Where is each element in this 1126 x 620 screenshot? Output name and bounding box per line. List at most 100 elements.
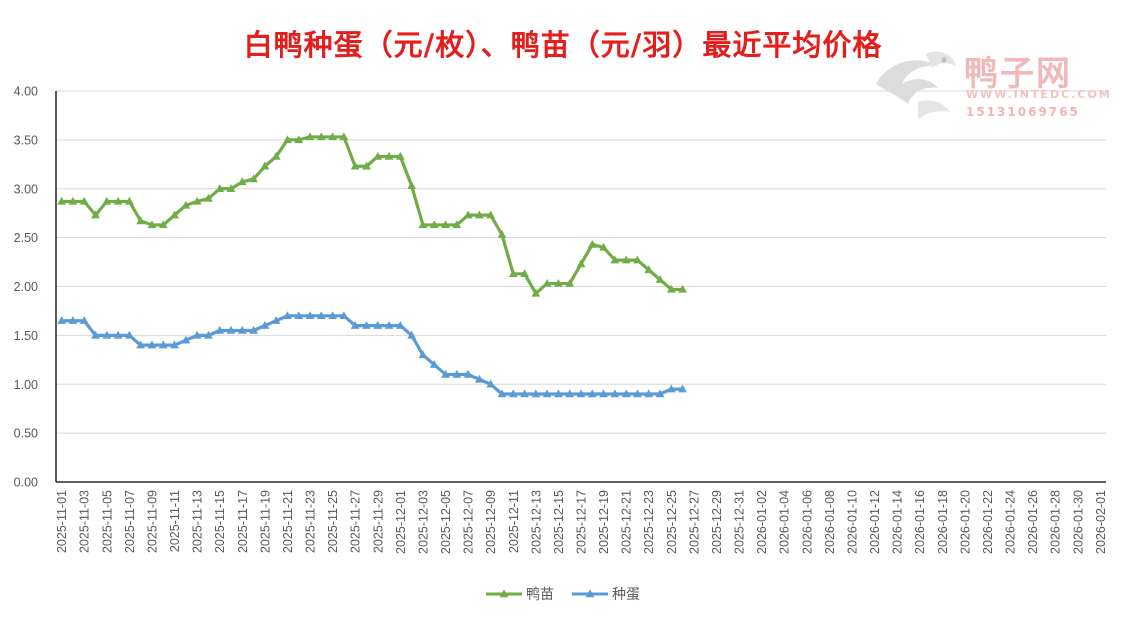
data-point [452,369,462,378]
data-point [373,151,383,160]
y-tick-label: 3.00 [14,182,38,196]
data-point [226,184,236,192]
data-point [57,196,67,205]
data-point [339,311,349,320]
data-point [362,161,371,170]
x-tick-label: 2026-01-28 [1049,490,1063,554]
data-point [316,132,326,141]
data-point [91,330,100,339]
x-tick-label: 2026-01-30 [1071,490,1085,554]
data-point [666,384,676,393]
x-tick-label: 2026-01-16 [913,490,927,554]
duck-logo-icon [876,51,956,120]
data-point [678,384,687,393]
data-point [294,135,304,144]
y-tick-label: 0.00 [14,476,38,490]
data-point [395,321,405,329]
data-point [520,389,529,398]
x-tick-label: 2025-11-19 [258,490,272,553]
x-tick-label: 2025-11-23 [304,490,318,553]
x-tick-label: 2025-12-15 [552,490,566,554]
x-tick-label: 2025-11-27 [349,490,363,553]
x-tick-label: 2025-11-17 [236,490,250,553]
data-point [418,350,428,359]
data-point [102,330,112,339]
data-point [666,284,676,293]
x-tick-label: 2025-12-31 [733,490,747,554]
data-point [587,239,597,248]
data-point [136,340,146,349]
data-point [486,379,496,388]
data-point [407,330,417,339]
data-point [610,389,620,398]
chart-title: 白鸭种蛋（元/枚）、鸭苗（元/羽）最近平均价格 [243,28,883,62]
x-tick-label: 2025-12-29 [710,490,724,554]
data-point [475,374,484,383]
data-point [508,269,518,278]
data-point [260,161,270,170]
data-point [531,389,541,398]
y-tick-label: 4.00 [14,85,38,99]
x-tick-label: 2026-01-10 [845,490,859,554]
x-tick-label: 2025-12-07 [462,490,476,554]
x-tick-label: 2026-01-20 [958,490,972,554]
data-point [158,340,168,349]
data-point [271,316,281,324]
data-point [226,325,236,334]
x-tick-label: 2025-12-09 [484,490,498,554]
data-point [294,311,304,320]
x-tick-label: 2025-11-03 [78,490,92,553]
legend-marker [499,589,509,598]
data-point [475,210,484,219]
data-point [271,151,281,160]
y-tick-label: 1.00 [14,378,38,392]
data-point [170,210,179,219]
series-line [61,135,683,295]
data-point [644,265,654,274]
data-point [554,278,563,287]
x-tick-label: 2026-01-18 [936,490,950,554]
data-point [395,151,405,160]
data-point [102,196,112,205]
x-tick-label: 2026-01-08 [823,490,837,554]
data-point [158,220,168,229]
y-tick-label: 2.00 [14,280,38,294]
data-point [57,316,67,324]
data-point [565,278,575,287]
data-point [678,284,687,293]
y-tick-label: 1.50 [14,329,38,343]
series-layer [57,132,687,398]
data-point [508,389,518,398]
x-tick-label: 2026-01-26 [1026,490,1040,554]
data-point [237,325,247,334]
data-point [542,389,552,398]
data-point [249,325,258,334]
data-point [350,321,360,329]
y-axis-ticks: 0.00 0.50 1.00 1.50 2.00 2.50 3.00 3.50 4.00 [14,85,38,490]
x-tick-label: 2025-11-13 [191,490,205,553]
x-tick-label: 2026-01-12 [868,490,882,554]
x-tick-label: 2026-01-22 [981,490,995,554]
legend-item: 种蛋 [572,587,640,603]
data-point [384,321,394,329]
data-point [113,330,123,339]
data-point [429,220,439,229]
data-point [497,389,507,398]
data-point [362,321,371,329]
x-tick-label: 2025-12-23 [642,490,656,554]
data-point [599,389,608,398]
x-tick-label: 2026-01-04 [778,490,792,554]
data-point [181,335,191,344]
data-point [260,321,270,329]
legend: 鸭苗 种蛋 [486,587,640,603]
data-point [587,389,597,398]
data-point [339,132,349,141]
data-point [147,340,157,349]
data-point [599,242,608,251]
x-tick-label: 2026-01-24 [1004,490,1018,554]
data-point [316,311,326,320]
axes [55,91,1106,483]
x-tick-label: 2025-11-11 [168,490,182,552]
data-point [441,220,450,229]
x-tick-label: 2025-12-19 [597,490,611,554]
